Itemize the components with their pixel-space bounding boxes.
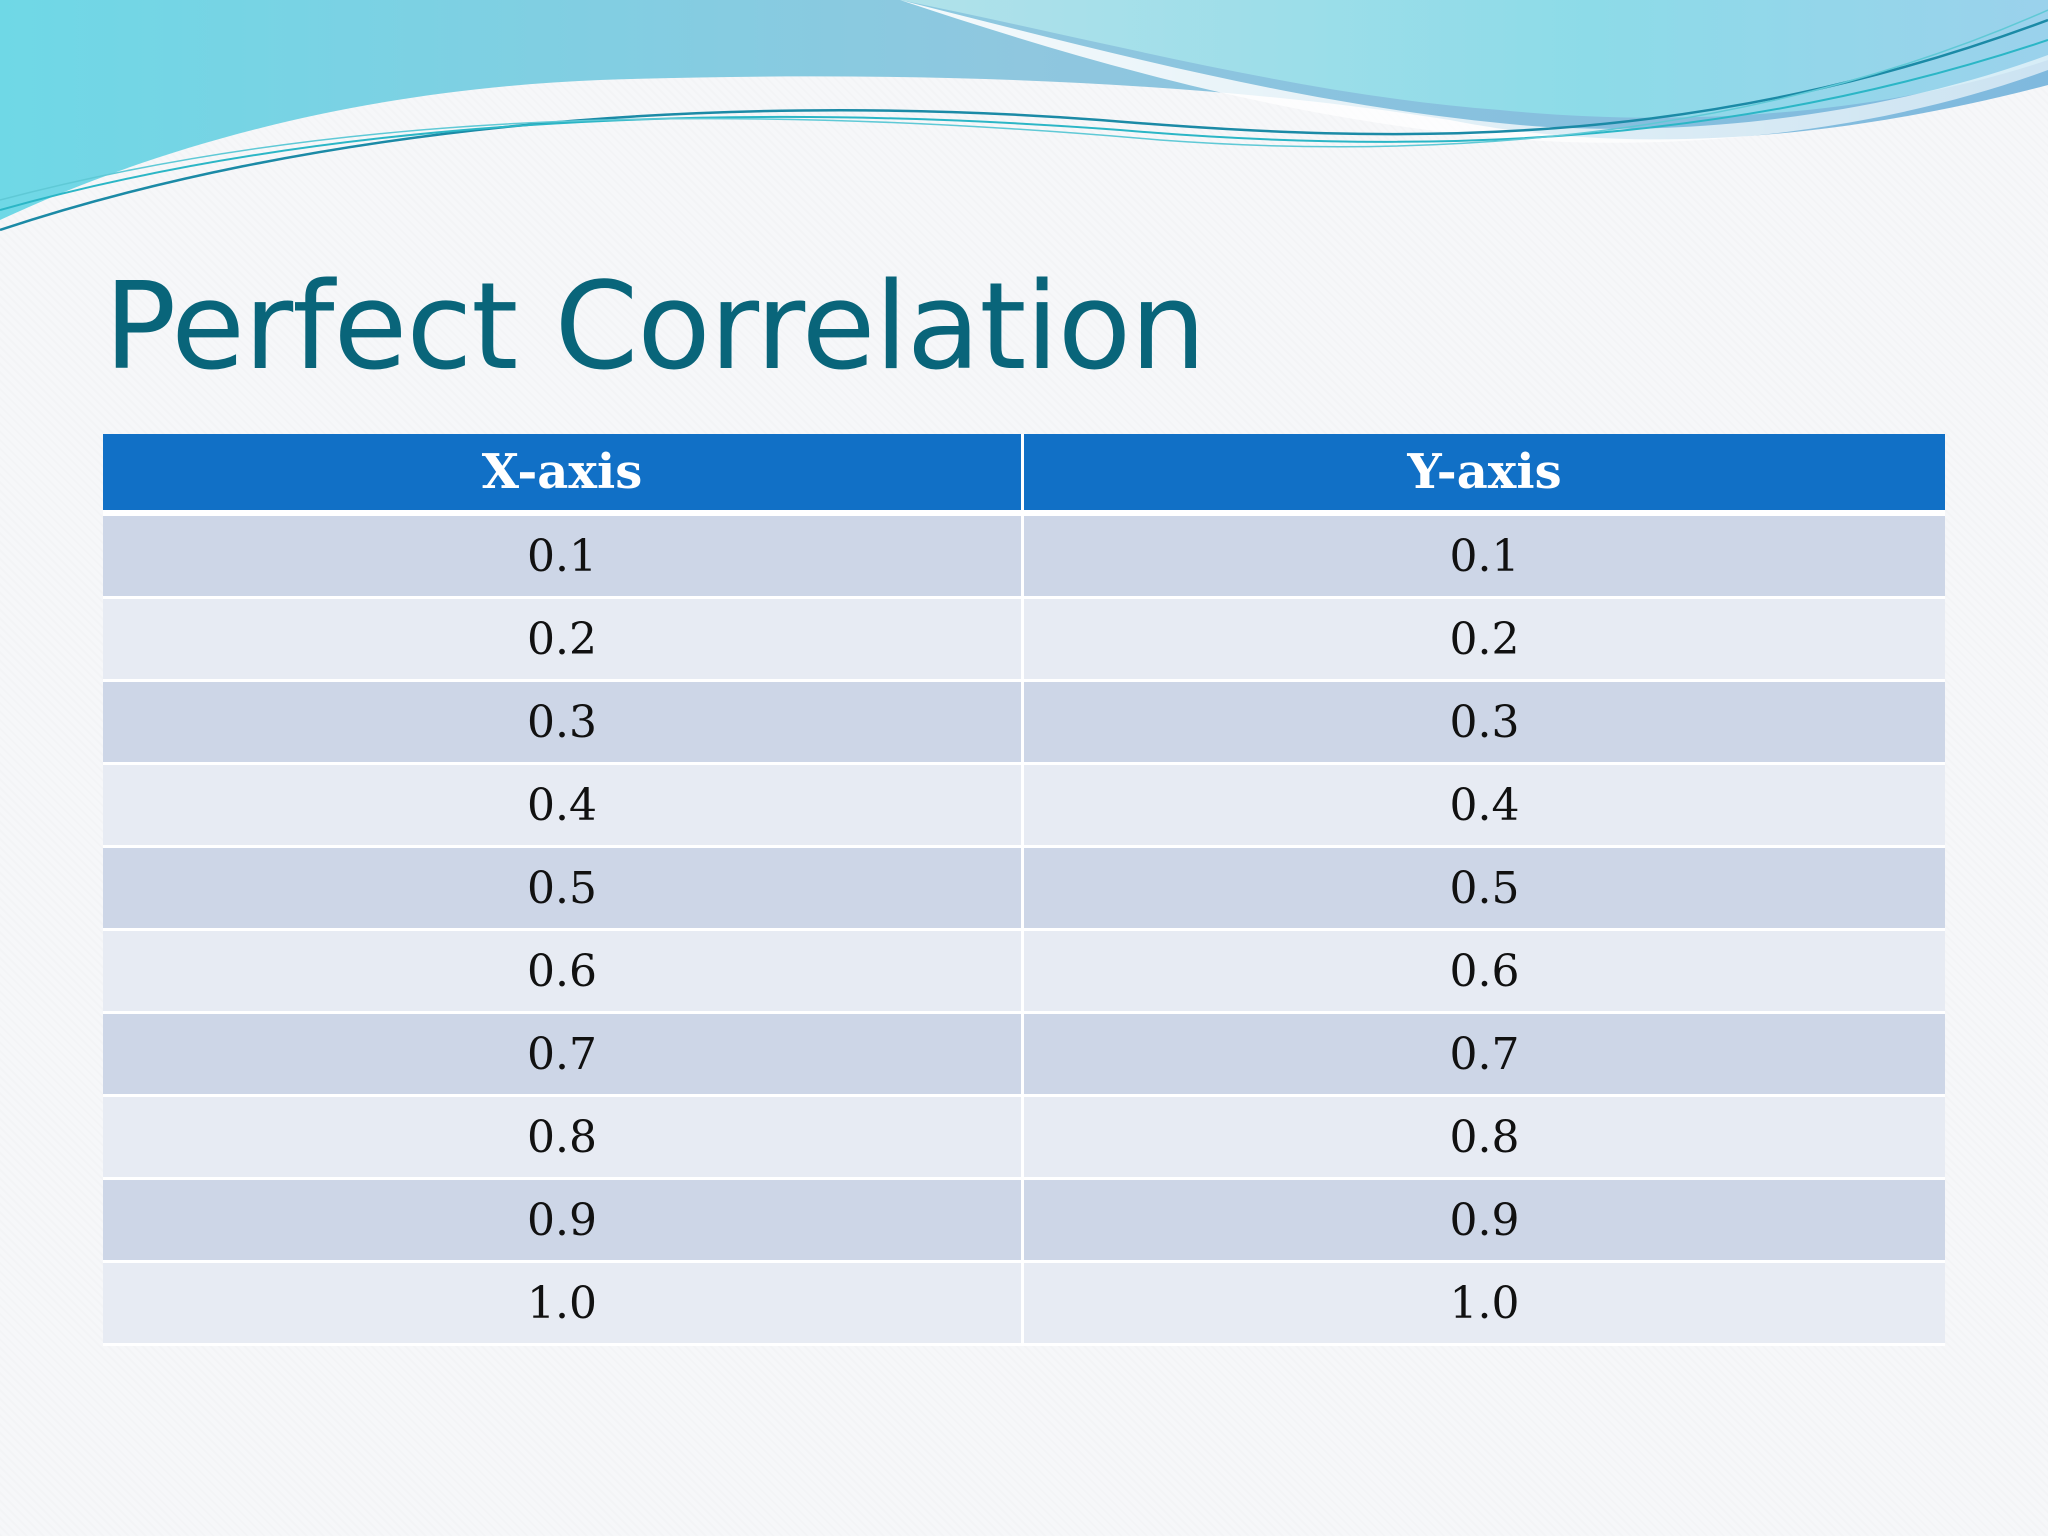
correlation-table: X-axis Y-axis 0.1 0.1 0.2 0.2 0.3 0.3 — [103, 434, 1945, 1346]
y-value-cell: 1.0 — [1024, 1263, 1945, 1346]
decorative-wave-banner — [0, 0, 2048, 232]
table-row: 0.9 0.9 — [103, 1180, 1945, 1263]
y-value-cell: 0.1 — [1024, 516, 1945, 599]
table-row: 0.5 0.5 — [103, 848, 1945, 931]
x-value-cell: 0.6 — [103, 931, 1024, 1014]
x-value-cell: 0.4 — [103, 765, 1024, 848]
y-value-cell: 0.5 — [1024, 848, 1945, 931]
x-value-cell: 0.1 — [103, 516, 1024, 599]
table-row: 0.6 0.6 — [103, 931, 1945, 1014]
table-row: 0.7 0.7 — [103, 1014, 1945, 1097]
table-row: 0.3 0.3 — [103, 682, 1945, 765]
table-row: 0.8 0.8 — [103, 1097, 1945, 1180]
x-value-cell: 0.3 — [103, 682, 1024, 765]
y-value-cell: 0.8 — [1024, 1097, 1945, 1180]
table-row: 0.1 0.1 — [103, 516, 1945, 599]
y-value-cell: 0.7 — [1024, 1014, 1945, 1097]
y-value-cell: 0.2 — [1024, 599, 1945, 682]
x-value-cell: 0.8 — [103, 1097, 1024, 1180]
slide-title: Perfect Correlation — [104, 258, 1206, 397]
x-value-cell: 0.2 — [103, 599, 1024, 682]
y-value-cell: 0.3 — [1024, 682, 1945, 765]
table-row: 0.2 0.2 — [103, 599, 1945, 682]
y-value-cell: 0.4 — [1024, 765, 1945, 848]
x-value-cell: 0.5 — [103, 848, 1024, 931]
table-row: 1.0 1.0 — [103, 1263, 1945, 1346]
header-y-axis: Y-axis — [1024, 434, 1945, 516]
header-x-axis: X-axis — [103, 434, 1024, 516]
y-value-cell: 0.9 — [1024, 1180, 1945, 1263]
table-header-row: X-axis Y-axis — [103, 434, 1945, 516]
y-value-cell: 0.6 — [1024, 931, 1945, 1014]
table-row: 0.4 0.4 — [103, 765, 1945, 848]
x-value-cell: 0.9 — [103, 1180, 1024, 1263]
x-value-cell: 0.7 — [103, 1014, 1024, 1097]
x-value-cell: 1.0 — [103, 1263, 1024, 1346]
